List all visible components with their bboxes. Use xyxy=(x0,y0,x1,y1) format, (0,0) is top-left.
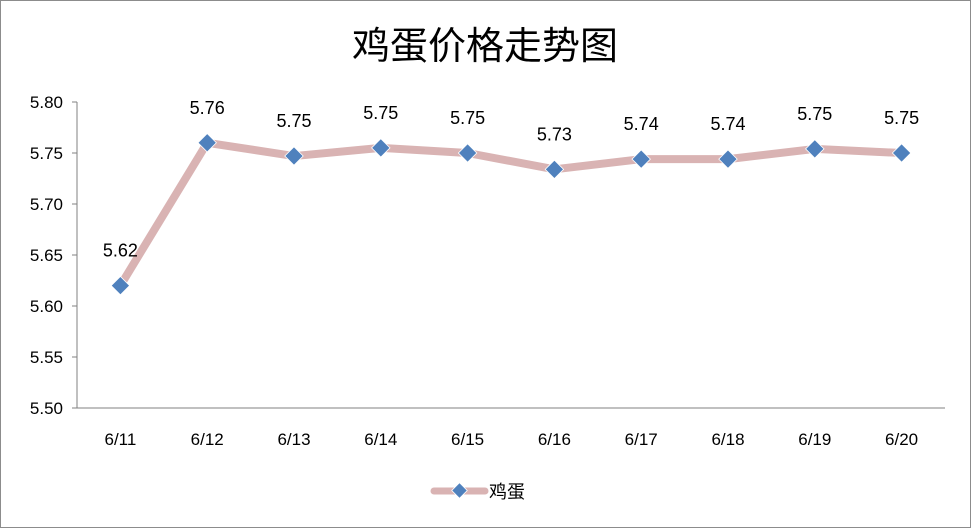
data-label: 5.75 xyxy=(276,111,311,131)
data-label: 5.74 xyxy=(710,114,745,134)
y-tick-label: 5.70 xyxy=(30,195,63,214)
data-label: 5.73 xyxy=(537,124,572,144)
data-point-marker xyxy=(197,133,217,153)
data-label: 5.75 xyxy=(884,108,919,128)
data-label: 5.75 xyxy=(797,104,832,124)
x-tick-label: 6/11 xyxy=(104,430,136,449)
data-point-marker xyxy=(631,149,651,169)
data-label: 5.75 xyxy=(363,103,398,123)
legend-label: 鸡蛋 xyxy=(489,482,525,503)
series-group: 5.62 5.76 5.75 5.75 5.75 5.73 5.74 5.74 5.75 5.75 xyxy=(103,98,919,296)
x-tick-label: 6/15 xyxy=(451,430,484,449)
data-label: 5.62 xyxy=(103,241,138,261)
data-label: 5.75 xyxy=(450,108,485,128)
y-tick-label: 5.55 xyxy=(30,348,63,367)
y-tick-label: 5.80 xyxy=(30,93,63,112)
x-tick-label: 6/12 xyxy=(191,430,224,449)
series-line xyxy=(116,138,906,290)
data-label: 5.76 xyxy=(190,98,225,118)
x-axis-ticks: 6/11 6/12 6/13 6/14 6/15 6/16 6/17 6/18 6/19 6/20 xyxy=(104,430,918,449)
chart-title: 鸡蛋价格走势图 xyxy=(352,24,618,68)
y-tick-label: 5.75 xyxy=(30,144,63,163)
x-tick-label: 6/13 xyxy=(277,430,310,449)
legend: 鸡蛋 xyxy=(430,482,525,503)
data-point-marker xyxy=(544,159,565,180)
y-tick-label: 5.60 xyxy=(30,297,63,316)
x-tick-label: 6/20 xyxy=(885,430,918,449)
x-tick-label: 6/19 xyxy=(798,430,831,449)
x-tick-label: 6/17 xyxy=(625,430,658,449)
data-point-marker xyxy=(805,139,825,159)
y-tick-label: 5.65 xyxy=(30,246,63,265)
data-label: 5.74 xyxy=(624,114,659,134)
data-point-marker xyxy=(371,138,391,158)
x-tick-label: 6/14 xyxy=(364,430,397,449)
y-axis-ticks: 5.80 5.75 5.70 5.65 5.60 5.55 5.50 xyxy=(30,93,77,418)
legend-marker-swatch xyxy=(451,482,468,499)
data-point-marker xyxy=(284,146,304,166)
data-point-marker xyxy=(457,143,478,163)
data-point-marker xyxy=(891,143,912,163)
x-tick-label: 6/18 xyxy=(711,430,744,449)
x-tick-label: 6/16 xyxy=(538,430,571,449)
data-point-marker xyxy=(110,275,131,296)
data-point-marker xyxy=(718,149,738,169)
y-tick-label: 5.50 xyxy=(30,399,63,418)
